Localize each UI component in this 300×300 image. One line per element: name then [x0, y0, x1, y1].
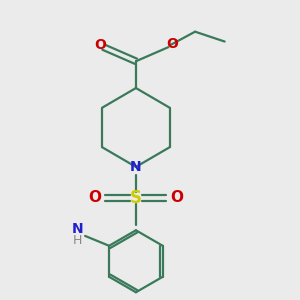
Text: O: O: [88, 190, 102, 206]
Text: H: H: [73, 234, 82, 247]
Text: O: O: [94, 38, 106, 52]
Text: O: O: [170, 190, 183, 206]
Text: S: S: [130, 189, 142, 207]
Text: O: O: [166, 38, 178, 51]
Text: N: N: [71, 222, 83, 236]
Text: N: N: [130, 160, 142, 174]
